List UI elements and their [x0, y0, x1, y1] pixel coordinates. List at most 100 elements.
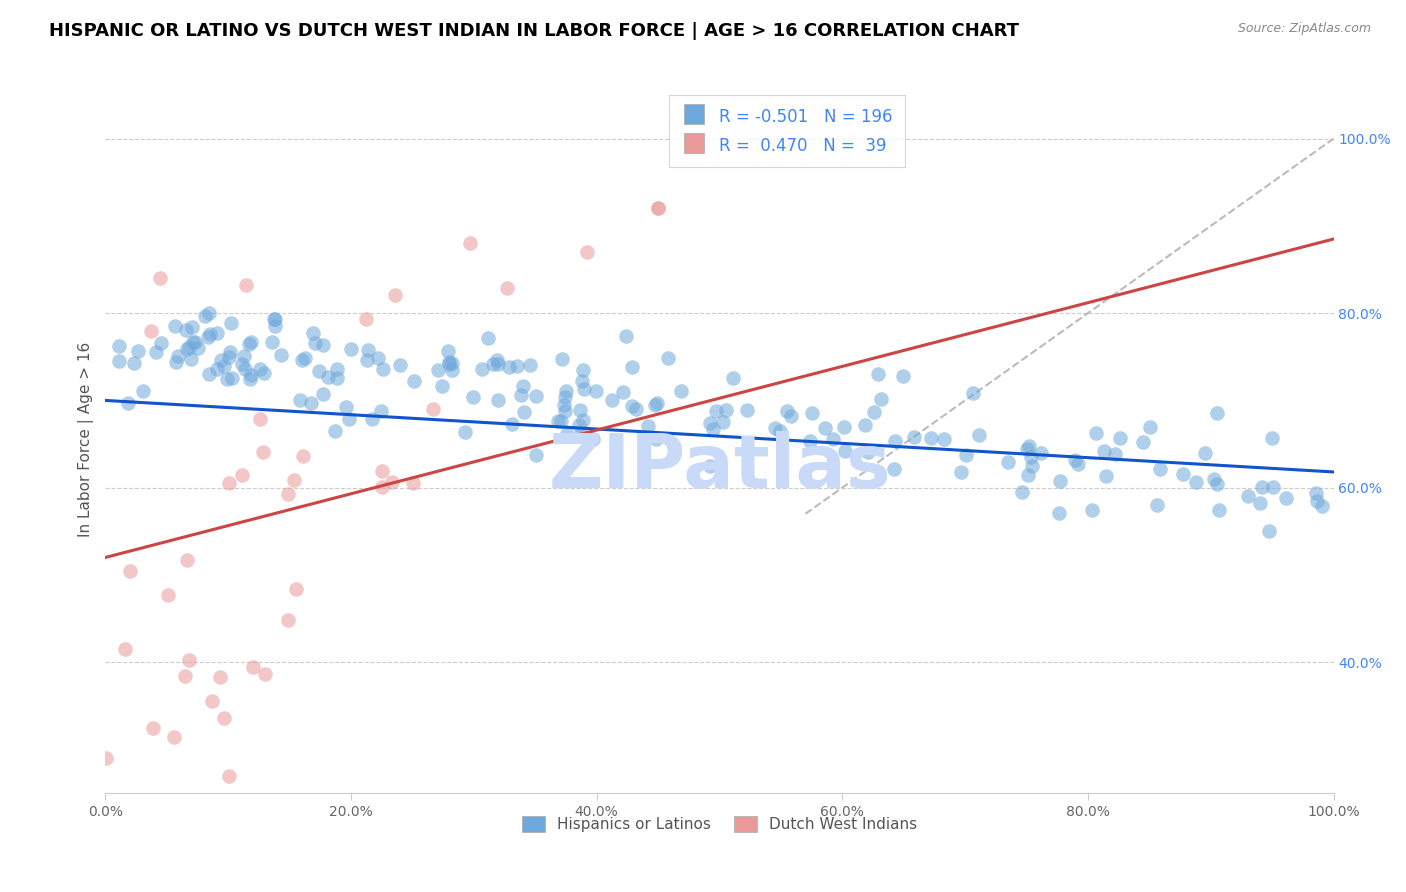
Point: [555, 384, 578, 398]
Point: [554, 403, 576, 417]
Point: [512, 378, 534, 392]
Point: [585, 384, 607, 399]
Point: [486, 392, 509, 407]
Point: [568, 403, 591, 417]
Point: [572, 382, 595, 396]
Point: [1094, 469, 1116, 483]
Point: [201, 694, 224, 708]
Point: [582, 432, 605, 446]
Point: [132, 384, 155, 399]
Point: [814, 421, 837, 435]
Point: [506, 359, 529, 374]
Point: [308, 364, 330, 378]
Point: [437, 358, 460, 372]
Point: [212, 359, 235, 373]
Point: [498, 360, 520, 375]
Point: [1250, 480, 1272, 494]
Point: [551, 352, 574, 367]
Point: [163, 731, 186, 745]
Point: [176, 342, 198, 356]
Point: [108, 354, 131, 368]
Point: [264, 311, 287, 326]
Point: [799, 434, 821, 448]
Point: [165, 355, 187, 369]
Point: [568, 418, 591, 433]
Point: [569, 426, 592, 441]
Point: [1017, 468, 1039, 483]
Text: ZIPatlas: ZIPatlas: [548, 432, 891, 505]
Point: [657, 351, 679, 366]
Point: [471, 362, 494, 376]
Text: Source: ZipAtlas.com: Source: ZipAtlas.com: [1237, 22, 1371, 36]
Point: [335, 400, 357, 414]
Point: [440, 356, 463, 370]
Point: [367, 351, 389, 366]
Point: [217, 372, 239, 386]
Point: [440, 363, 463, 377]
Point: [294, 351, 316, 365]
Point: [513, 405, 536, 419]
Point: [323, 424, 346, 438]
Point: [252, 445, 274, 459]
Point: [209, 353, 232, 368]
Point: [233, 362, 256, 376]
Point: [354, 312, 377, 326]
Point: [1306, 493, 1329, 508]
Point: [388, 358, 411, 372]
Point: [1237, 490, 1260, 504]
Point: [519, 358, 541, 372]
Point: [571, 374, 593, 388]
Point: [114, 641, 136, 656]
Point: [127, 344, 149, 359]
Point: [142, 721, 165, 735]
Point: [645, 432, 668, 446]
Point: [997, 455, 1019, 469]
Point: [141, 324, 163, 338]
Legend: Hispanics or Latinos, Dutch West Indians: Hispanics or Latinos, Dutch West Indians: [516, 810, 924, 838]
Point: [254, 667, 277, 681]
Point: [1149, 462, 1171, 476]
Point: [776, 404, 799, 418]
Point: [325, 362, 347, 376]
Point: [356, 353, 378, 368]
Point: [1310, 500, 1333, 514]
Point: [291, 352, 314, 367]
Point: [150, 335, 173, 350]
Point: [326, 371, 349, 385]
Point: [181, 320, 204, 334]
Point: [270, 348, 292, 362]
Point: [371, 464, 394, 478]
Point: [422, 401, 444, 416]
Point: [1184, 475, 1206, 489]
Point: [283, 473, 305, 487]
Point: [277, 613, 299, 627]
Point: [1132, 434, 1154, 449]
Point: [238, 337, 260, 351]
Point: [458, 235, 481, 250]
Point: [1019, 450, 1042, 464]
Point: [1146, 498, 1168, 512]
Point: [149, 271, 172, 285]
Point: [644, 398, 666, 412]
Point: [249, 412, 271, 426]
Point: [572, 362, 595, 376]
Point: [884, 434, 907, 449]
Point: [177, 340, 200, 354]
Point: [194, 310, 217, 324]
Point: [454, 425, 477, 440]
Point: [94, 751, 117, 765]
Point: [1261, 431, 1284, 445]
Point: [197, 330, 219, 344]
Point: [962, 386, 984, 401]
Point: [264, 319, 287, 334]
Point: [735, 402, 758, 417]
Point: [371, 480, 394, 494]
Point: [1064, 453, 1087, 467]
Point: [853, 417, 876, 432]
Point: [209, 670, 232, 684]
Point: [218, 345, 240, 359]
Point: [184, 334, 207, 349]
Point: [934, 432, 956, 446]
Point: [1011, 484, 1033, 499]
Point: [187, 342, 209, 356]
